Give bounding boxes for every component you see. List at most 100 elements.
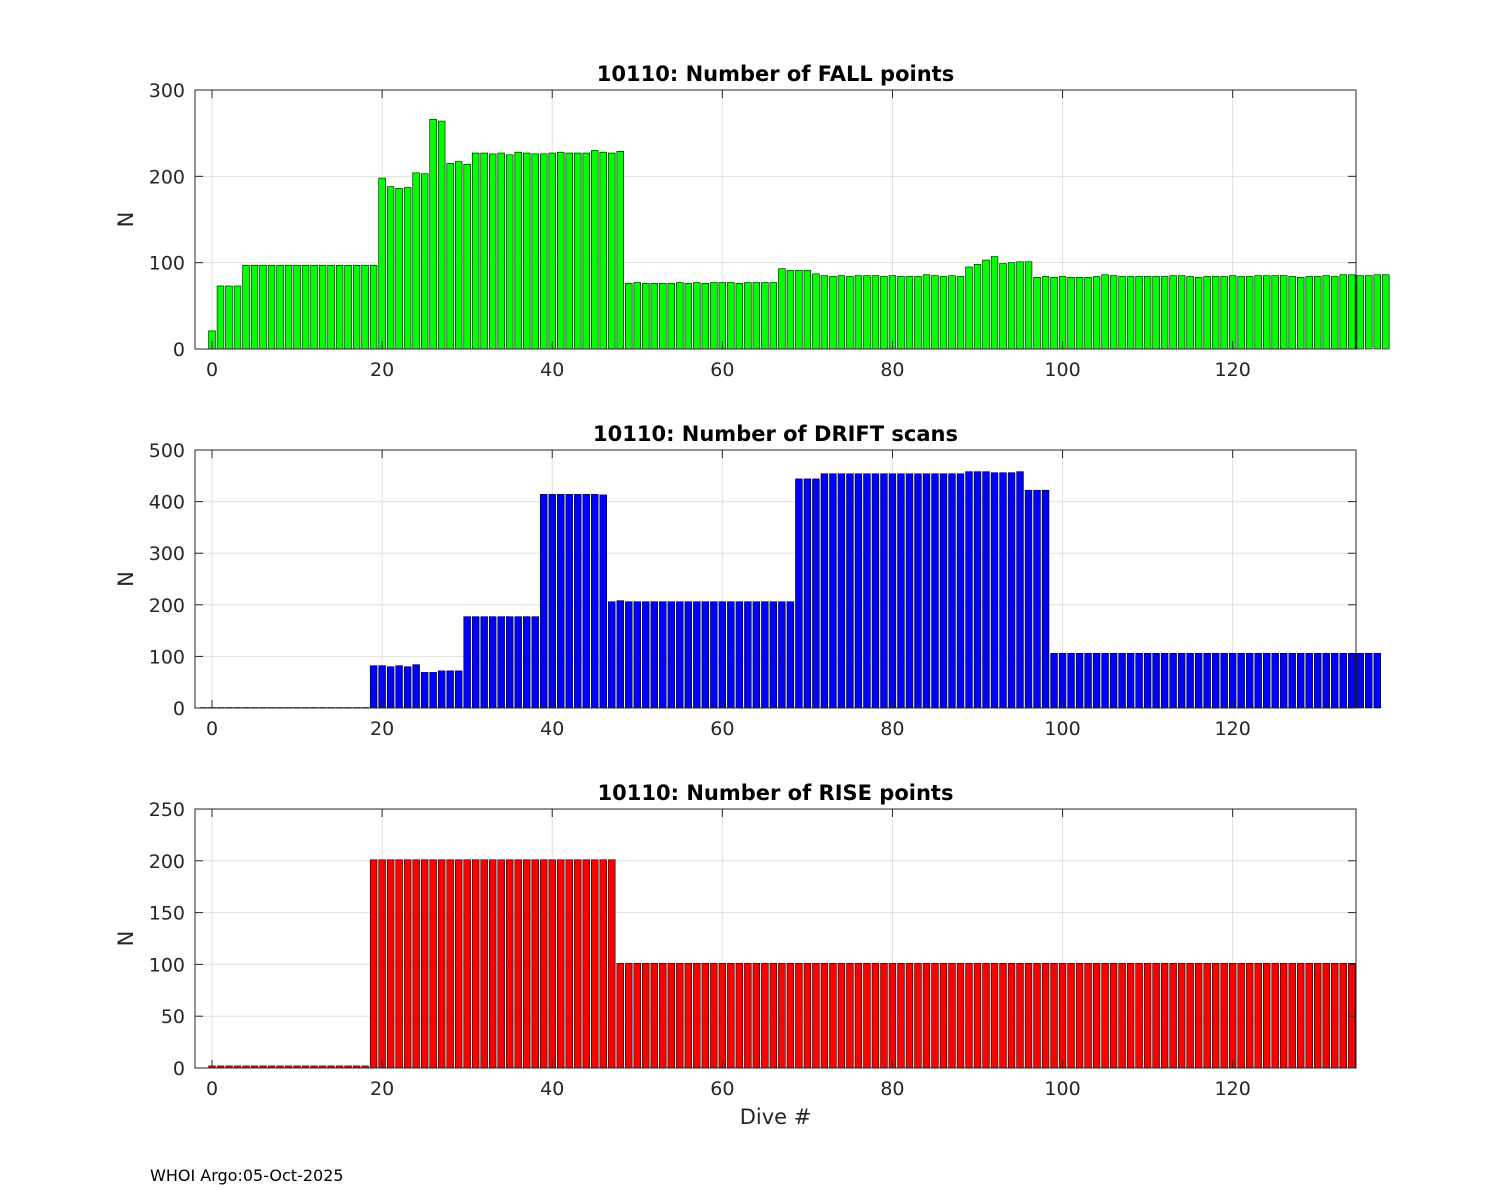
bar bbox=[523, 859, 531, 1069]
bar bbox=[1220, 653, 1228, 709]
bar bbox=[1084, 963, 1092, 1069]
x-tick-label: 0 bbox=[206, 1078, 218, 1100]
x-tick-label: 20 bbox=[370, 1078, 394, 1100]
bar bbox=[1169, 653, 1177, 709]
bar bbox=[446, 859, 454, 1069]
bar bbox=[301, 264, 310, 350]
bar bbox=[506, 154, 514, 350]
bar bbox=[1024, 489, 1033, 709]
bar bbox=[599, 151, 607, 350]
bar bbox=[1288, 276, 1296, 350]
bar bbox=[880, 963, 888, 1069]
bar bbox=[437, 670, 446, 709]
bar bbox=[471, 859, 480, 1069]
bar bbox=[1382, 274, 1390, 350]
bar bbox=[608, 601, 616, 709]
bar bbox=[837, 275, 846, 350]
bar bbox=[1322, 275, 1330, 350]
bar bbox=[1339, 653, 1347, 709]
x-tick-label: 80 bbox=[880, 359, 904, 381]
bar bbox=[1356, 275, 1364, 350]
bar bbox=[965, 963, 973, 1069]
bar bbox=[1016, 963, 1024, 1069]
bar bbox=[837, 963, 846, 1069]
bar bbox=[710, 282, 718, 350]
bar bbox=[939, 473, 948, 709]
bar bbox=[1050, 653, 1058, 709]
footer-stamp: WHOI Argo:05-Oct-2025 bbox=[150, 1166, 344, 1185]
bar bbox=[676, 963, 684, 1069]
bar bbox=[795, 270, 803, 350]
bar bbox=[642, 601, 650, 709]
chart-title: 10110: Number of FALL points bbox=[597, 62, 954, 86]
bar bbox=[1067, 963, 1075, 1069]
bar bbox=[888, 275, 897, 350]
bar bbox=[574, 859, 582, 1069]
bar bbox=[786, 963, 795, 1069]
bar bbox=[1254, 963, 1262, 1069]
bar bbox=[514, 616, 522, 709]
bar bbox=[863, 473, 871, 709]
bar bbox=[744, 963, 752, 1069]
bar bbox=[1050, 277, 1058, 350]
bar bbox=[352, 264, 361, 350]
x-axis-label: Dive # bbox=[740, 1105, 812, 1129]
bar bbox=[1033, 489, 1041, 709]
y-tick-label: 0 bbox=[173, 698, 185, 720]
bar bbox=[616, 963, 624, 1069]
bar bbox=[540, 153, 548, 350]
bar bbox=[1220, 276, 1228, 350]
bar bbox=[395, 665, 403, 709]
bar bbox=[1126, 276, 1135, 350]
chart-panel-1: 0 20 40 60 80 100 120 0 100 200 300 10110: Number o… bbox=[114, 62, 1390, 381]
bar bbox=[684, 601, 693, 709]
bar bbox=[565, 494, 573, 709]
bar bbox=[591, 150, 599, 350]
bar bbox=[752, 282, 761, 350]
bar bbox=[540, 494, 548, 709]
x-tick-label: 100 bbox=[1044, 359, 1080, 381]
bar bbox=[931, 275, 939, 350]
bar bbox=[1169, 275, 1177, 350]
bar bbox=[795, 963, 803, 1069]
bar bbox=[1058, 653, 1067, 709]
bar bbox=[1058, 963, 1067, 1069]
bar bbox=[650, 283, 658, 350]
bar bbox=[599, 859, 607, 1069]
bar bbox=[922, 274, 931, 350]
bar bbox=[625, 601, 633, 709]
x-tick-label: 20 bbox=[370, 718, 394, 740]
bar bbox=[744, 282, 752, 350]
bar bbox=[1067, 653, 1075, 709]
bar bbox=[1101, 274, 1109, 350]
bar bbox=[420, 859, 429, 1069]
bar bbox=[837, 473, 846, 709]
y-axis-label: N bbox=[114, 931, 138, 947]
bar bbox=[999, 963, 1007, 1069]
bar bbox=[514, 859, 522, 1069]
bar bbox=[718, 282, 727, 350]
x-tick-label: 20 bbox=[370, 359, 394, 381]
bar bbox=[727, 601, 735, 709]
bar bbox=[293, 264, 301, 350]
bar bbox=[267, 264, 276, 350]
bar bbox=[676, 282, 684, 350]
bar bbox=[471, 152, 480, 350]
bar bbox=[1101, 963, 1109, 1069]
bar bbox=[803, 478, 812, 709]
bar bbox=[574, 494, 582, 709]
bar bbox=[948, 963, 956, 1069]
bar bbox=[608, 152, 616, 350]
y-tick-label: 200 bbox=[149, 851, 185, 873]
x-tick-label: 40 bbox=[540, 359, 564, 381]
bar bbox=[1365, 275, 1373, 350]
bar bbox=[684, 963, 693, 1069]
bar bbox=[752, 601, 761, 709]
bar bbox=[488, 616, 497, 709]
bar bbox=[735, 601, 744, 709]
bar bbox=[327, 264, 335, 350]
bar bbox=[956, 276, 965, 350]
bar bbox=[1118, 276, 1126, 350]
bar bbox=[752, 963, 761, 1069]
bar bbox=[395, 859, 403, 1069]
